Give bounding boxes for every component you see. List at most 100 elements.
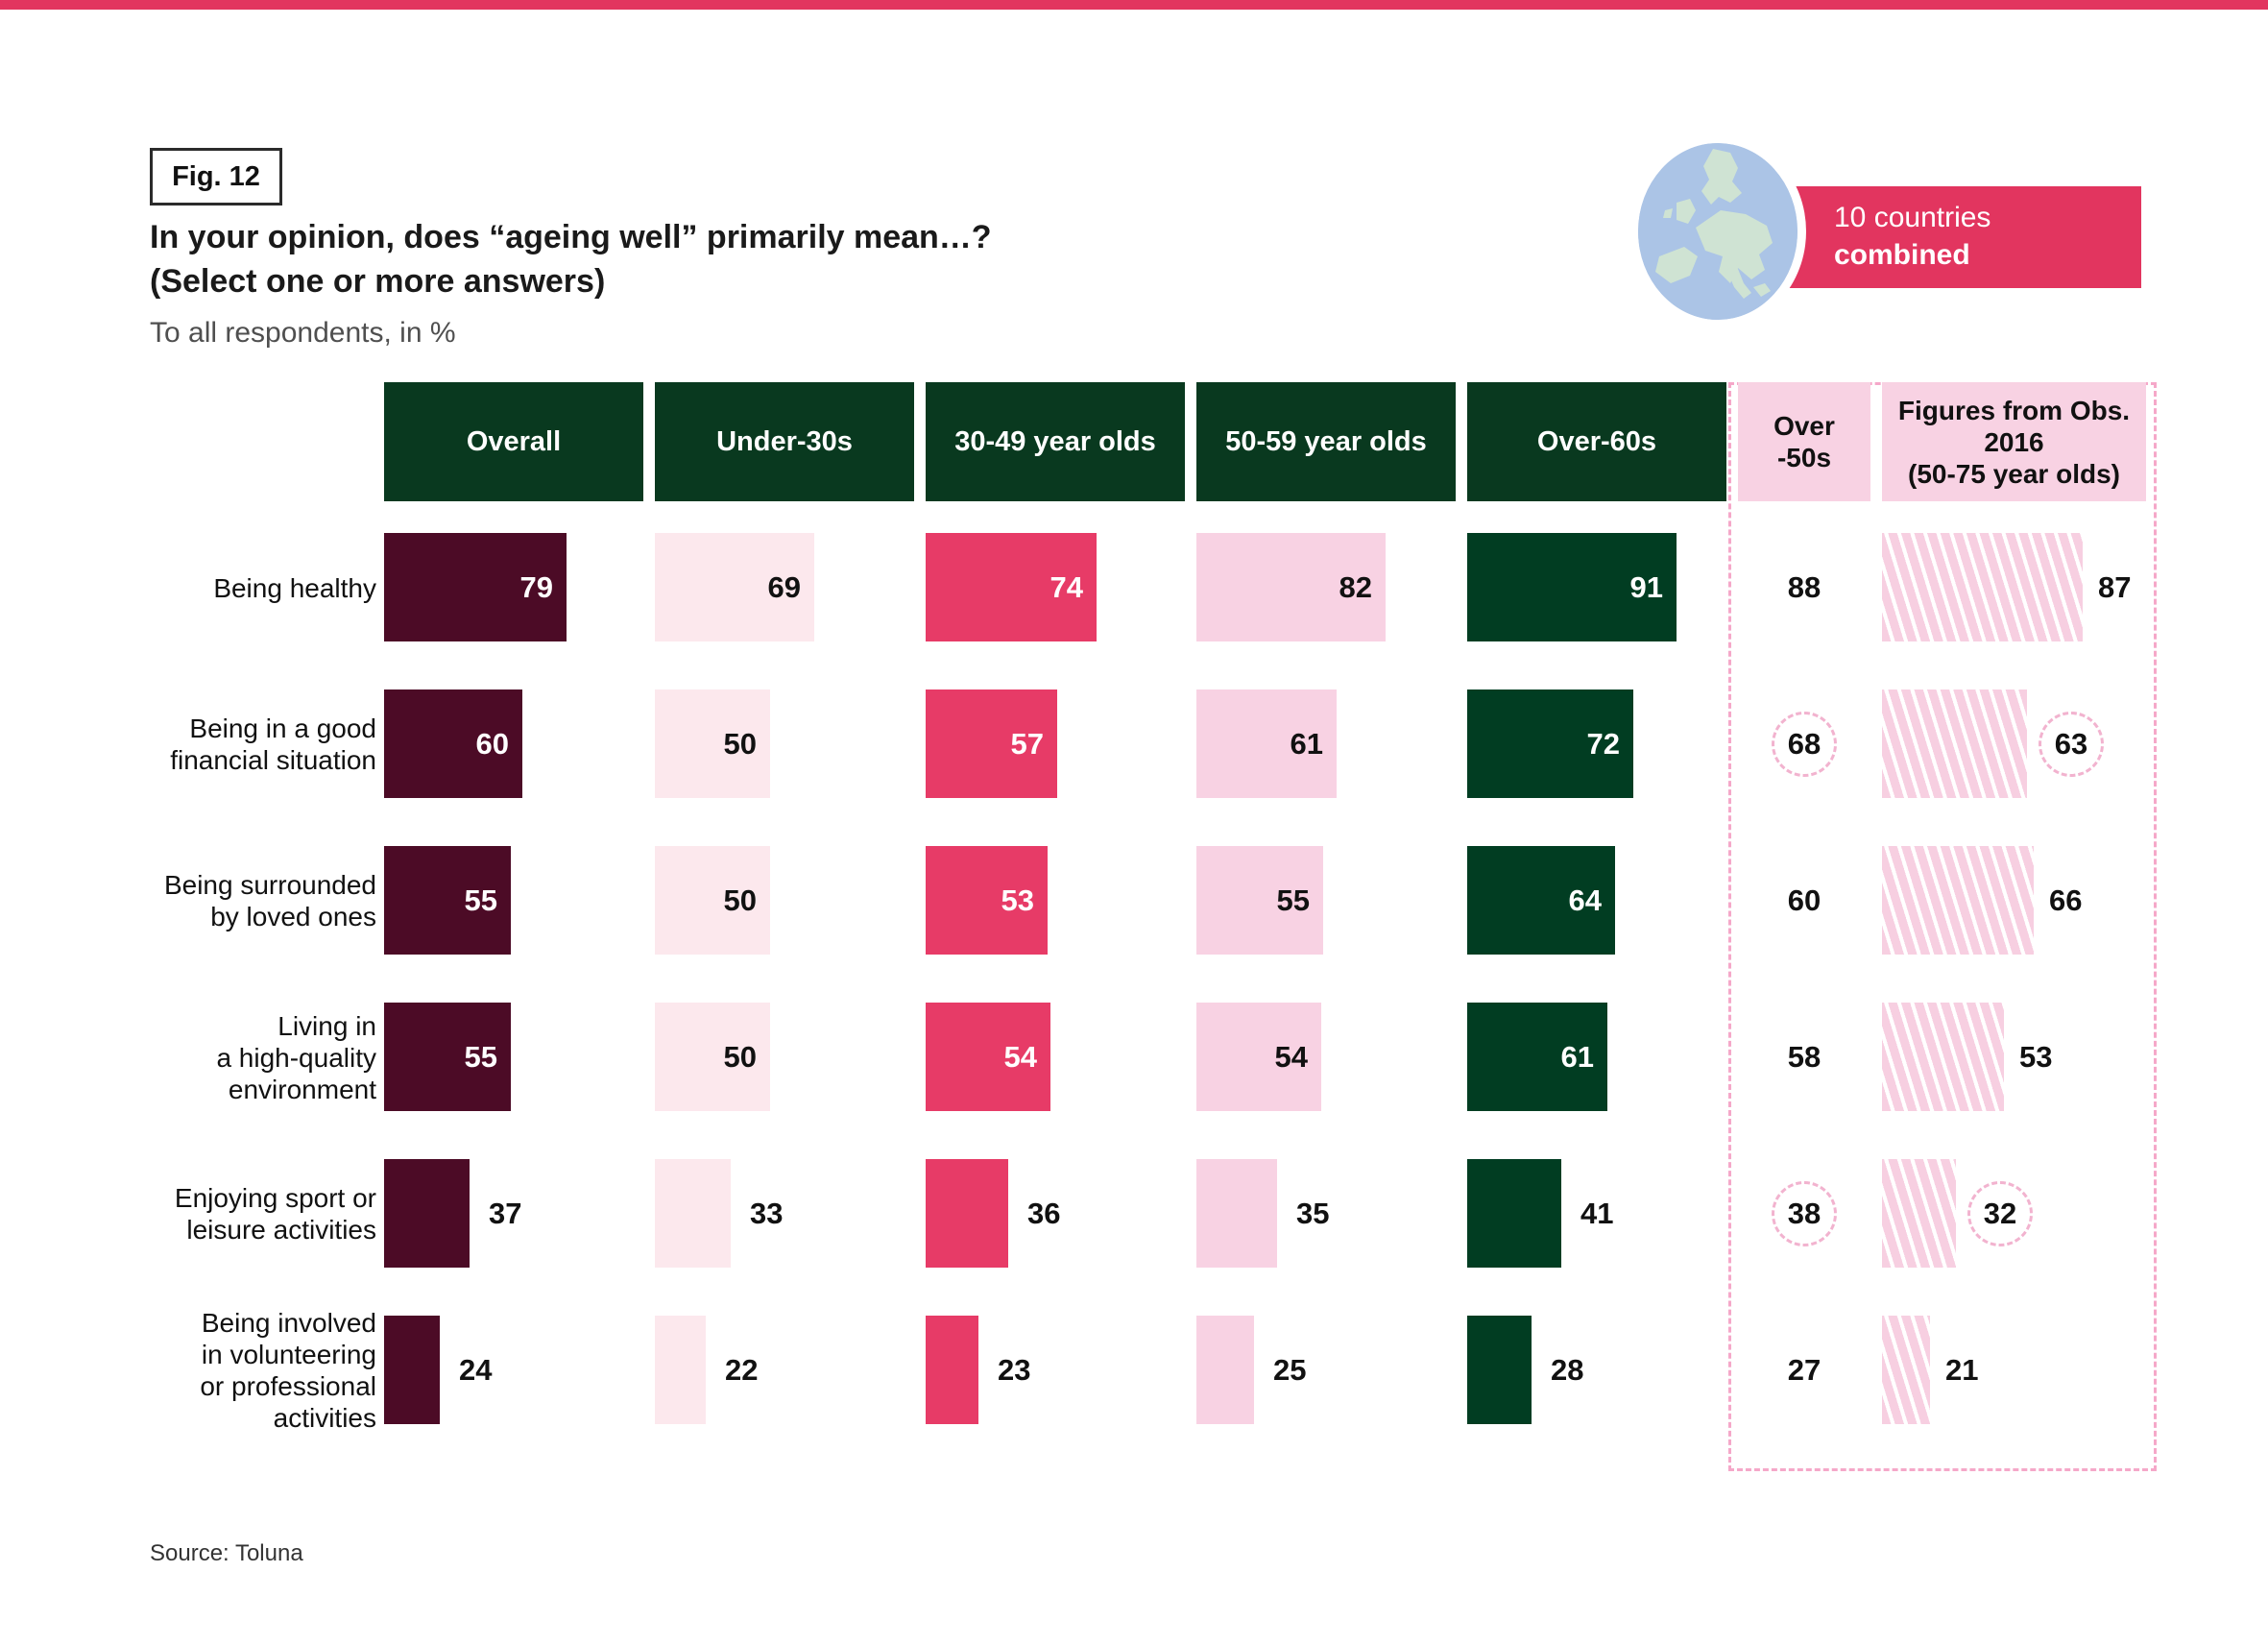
bar-30-49-year-olds-row3: 53	[926, 846, 1048, 955]
row-label-being-healthy: Being healthy	[213, 572, 376, 603]
bar-value: 55	[1276, 883, 1310, 917]
column-header-figures-from-obs-2016-50-75-year-olds: Figures from Obs. 2016 (50-75 year olds)	[1882, 382, 2146, 501]
bar-value: 61	[1560, 1039, 1594, 1074]
bar-obs2016-row6	[1882, 1316, 1930, 1424]
bar-30-49-year-olds-row5	[926, 1159, 1008, 1268]
bar-value: 57	[1010, 726, 1044, 761]
bar-obs2016-row1	[1882, 533, 2083, 641]
bar-obs2016-row3	[1882, 846, 2034, 955]
bar-30-49-year-olds-row6	[926, 1316, 978, 1424]
bar-obs2016-row2	[1882, 689, 2027, 798]
column-header-under-30s: Under-30s	[655, 382, 914, 501]
row-label-living-in: Living in a high-quality environment	[216, 1010, 376, 1104]
bar-over-60s-row1: 91	[1467, 533, 1677, 641]
bar-under-30s-row2: 50	[655, 689, 770, 798]
row-label-being-surrounded: Being surrounded by loved ones	[163, 870, 376, 931]
bar-overall-row5	[384, 1159, 470, 1268]
column-header-50-59-year-olds: 50-59 year olds	[1196, 382, 1456, 501]
bar-30-49-year-olds-row2: 57	[926, 689, 1057, 798]
row-label-being-involved: Being involved in volunteering or profes…	[200, 1308, 376, 1433]
bar-under-30s-row6	[655, 1316, 706, 1424]
bar-value-over-60s-row5: 41	[1580, 1197, 1614, 1230]
bar-50-59-year-olds-row2: 61	[1196, 689, 1337, 798]
bar-over-60s-row2: 72	[1467, 689, 1633, 798]
bar-value: 79	[519, 569, 553, 604]
bar-under-30s-row3: 50	[655, 846, 770, 955]
row-label-being-in-a-good: Being in a good financial situation	[170, 714, 376, 775]
bar-50-59-year-olds-row6	[1196, 1316, 1254, 1424]
bar-value-under-30s-row6: 22	[725, 1353, 759, 1387]
obs2016-value-row6: 21	[1945, 1353, 1979, 1387]
bar-overall-row4: 55	[384, 1003, 511, 1111]
bar-value: 54	[1274, 1039, 1308, 1074]
europe-globe-icon	[1638, 143, 1798, 320]
obs2016-value-row3: 66	[2049, 883, 2083, 917]
bar-value-overall-row5: 37	[489, 1197, 522, 1230]
column-header-over-50s: Over -50s	[1738, 382, 1870, 501]
bar-value: 64	[1568, 883, 1602, 917]
top-accent-bar	[0, 0, 2268, 10]
over50-value-row4: 58	[1787, 1040, 1822, 1074]
bar-over-60s-row6	[1467, 1316, 1532, 1424]
bar-value: 50	[723, 1039, 757, 1074]
bar-value: 60	[475, 726, 509, 761]
bar-value-50-59-year-olds-row5: 35	[1296, 1197, 1330, 1230]
bar-value-50-59-year-olds-row6: 25	[1273, 1353, 1307, 1387]
bar-overall-row6	[384, 1316, 440, 1424]
column-header-overall: Overall	[384, 382, 643, 501]
bar-value: 74	[1050, 569, 1083, 604]
obs2016-value-row1: 87	[2098, 570, 2132, 604]
bar-over-60s-row5	[1467, 1159, 1561, 1268]
bar-value: 82	[1339, 569, 1372, 604]
bar-value-30-49-year-olds-row6: 23	[998, 1353, 1031, 1387]
bar-50-59-year-olds-row4: 54	[1196, 1003, 1321, 1111]
column-header-over-60s: Over-60s	[1467, 382, 1726, 501]
bar-under-30s-row5	[655, 1159, 731, 1268]
row-label-enjoying-sport-or: Enjoying sport or leisure activities	[174, 1183, 376, 1245]
obs2016-value-row2: 63	[2039, 712, 2104, 777]
bar-value: 50	[723, 726, 757, 761]
bar-30-49-year-olds-row1: 74	[926, 533, 1097, 641]
obs2016-value-row5: 32	[1967, 1181, 2033, 1246]
bar-under-30s-row4: 50	[655, 1003, 770, 1111]
bar-value: 61	[1290, 726, 1323, 761]
figure-title: In your opinion, does “ageing well” prim…	[150, 215, 992, 303]
figure-title-line2: (Select one or more answers)	[150, 263, 606, 300]
bar-50-59-year-olds-row5	[1196, 1159, 1277, 1268]
bar-value: 72	[1586, 726, 1620, 761]
bar-over-60s-row3: 64	[1467, 846, 1615, 955]
bar-value: 55	[464, 883, 497, 917]
over50-value-row1: 88	[1787, 570, 1822, 604]
figure-tag: Fig. 12	[150, 148, 282, 206]
bar-value: 53	[1001, 883, 1034, 917]
bar-value: 50	[723, 883, 757, 917]
over50-value-row2: 68	[1772, 712, 1837, 777]
bar-under-30s-row1: 69	[655, 533, 814, 641]
over50-value-row5: 38	[1772, 1181, 1837, 1246]
bar-value-over-60s-row6: 28	[1551, 1353, 1584, 1387]
source-note: Source: Toluna	[150, 1540, 303, 1566]
bar-50-59-year-olds-row3: 55	[1196, 846, 1323, 955]
obs2016-value-row4: 53	[2019, 1040, 2053, 1074]
bar-value-30-49-year-olds-row5: 36	[1027, 1197, 1061, 1230]
bar-overall-row3: 55	[384, 846, 511, 955]
bar-overall-row2: 60	[384, 689, 522, 798]
figure-subtitle: To all respondents, in %	[150, 317, 456, 349]
bar-overall-row1: 79	[384, 533, 567, 641]
bar-value: 69	[767, 569, 801, 604]
figure-title-line1: In your opinion, does “ageing well” prim…	[150, 219, 992, 255]
europe-map-graphic	[1638, 143, 1798, 320]
bar-30-49-year-olds-row4: 54	[926, 1003, 1050, 1111]
bar-value-overall-row6: 24	[459, 1353, 493, 1387]
countries-badge-line1: 10 countries	[1834, 202, 1991, 233]
bar-value: 54	[1003, 1039, 1037, 1074]
bar-obs2016-row4	[1882, 1003, 2004, 1111]
bar-value-under-30s-row5: 33	[750, 1197, 784, 1230]
countries-badge-line2: combined	[1834, 239, 1970, 271]
over50-value-row3: 60	[1787, 883, 1822, 917]
bar-obs2016-row5	[1882, 1159, 1956, 1268]
bar-value: 91	[1629, 569, 1663, 604]
bar-over-60s-row4: 61	[1467, 1003, 1607, 1111]
over50-value-row6: 27	[1787, 1353, 1822, 1387]
